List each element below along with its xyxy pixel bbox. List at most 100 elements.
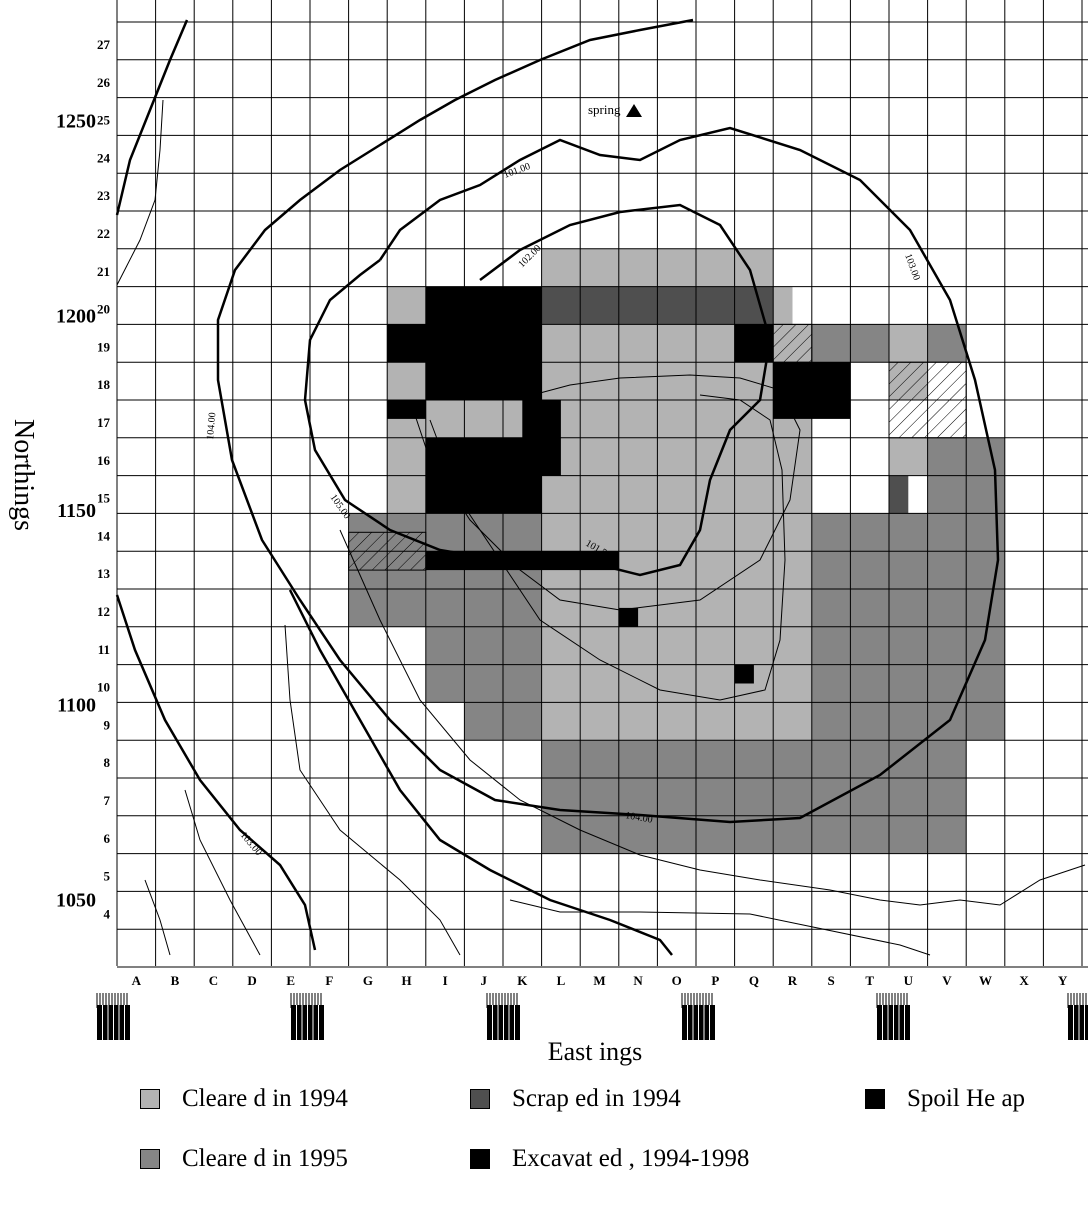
work-area-cell — [889, 324, 928, 363]
northing-value: 1150 — [57, 500, 96, 522]
legend-label: Cleare d in 1995 — [182, 1145, 348, 1172]
contour-thin-5 — [184, 789, 261, 956]
contour-thin-6 — [144, 879, 171, 956]
northing-row-number: 10 — [97, 680, 110, 695]
northing-row-number: 23 — [97, 188, 111, 203]
work-area-cell — [522, 400, 542, 438]
work-area-cell — [541, 740, 967, 854]
easting-letter-labels: A B C D E F G H I J K L M N O P Q R S T U V W X Y — [132, 973, 1068, 988]
y-axis-title: Northings — [8, 419, 39, 531]
work-area-cell — [889, 437, 928, 476]
legend-label: Spoil He ap — [907, 1085, 1026, 1112]
contour-lower-left — [115, 594, 317, 951]
northing-row-number: 13 — [97, 566, 111, 581]
scale-bar — [681, 993, 715, 1040]
work-area-cell — [773, 286, 793, 325]
spring-marker: spring — [588, 102, 642, 117]
contour-outer-ring — [216, 18, 1000, 824]
northing-row-number: 21 — [97, 264, 110, 279]
scale-bar — [1067, 993, 1088, 1040]
northing-row-labels: 27 26 25 24 23 22 21 20 19 18 17 16 15 14 13 12 11 10 9 8 7 6… — [97, 37, 111, 921]
contour-thin-3 — [339, 529, 1086, 906]
easting-letter: J — [480, 973, 487, 988]
legend-swatch — [140, 1089, 160, 1109]
northing-row-number: 16 — [97, 453, 111, 468]
northing-row-number: 15 — [97, 491, 111, 506]
easting-letter: W — [979, 973, 992, 988]
northing-value: 1050 — [56, 889, 96, 911]
contour-middle-ring — [303, 203, 772, 577]
northing-value-labels: 1250 1200 1150 1100 1050 — [56, 111, 96, 912]
easting-letter: T — [865, 973, 874, 988]
northing-row-number: 22 — [97, 226, 110, 241]
easting-letter: B — [171, 973, 180, 988]
scale-bars — [96, 993, 1088, 1040]
legend-label: Excavat ed , 1994-1998 — [512, 1145, 750, 1172]
contour-thin-4 — [284, 624, 461, 956]
contour-thin-2 — [429, 394, 786, 701]
easting-letter: D — [247, 973, 256, 988]
northing-row-number: 8 — [104, 755, 111, 770]
hatched-area — [772, 323, 813, 363]
x-axis-title: East ings — [548, 1037, 643, 1066]
legend-swatch — [470, 1089, 490, 1109]
easting-letter: U — [904, 973, 914, 988]
contour-top-left — [115, 19, 189, 216]
legend-item-spoil-heap: Spoil He ap — [865, 1085, 1025, 1113]
northing-row-number: 19 — [97, 339, 111, 354]
easting-letter: R — [788, 973, 798, 988]
northing-row-number: 7 — [104, 793, 111, 808]
easting-letter: C — [209, 973, 218, 988]
legend-item-cleared-1994: Cleare d in 1994 — [140, 1085, 348, 1113]
grid-lines — [116, 0, 1088, 968]
northing-row-number: 20 — [97, 302, 110, 317]
contour-label: 104.00 — [624, 810, 653, 826]
contour-label: 101.00 — [502, 161, 532, 181]
northing-value: 1250 — [56, 111, 96, 133]
legend-item-excavated: Excavat ed , 1994-1998 — [470, 1145, 749, 1173]
easting-letter: X — [1019, 973, 1029, 988]
work-area-cell — [387, 324, 426, 363]
easting-letter: L — [557, 973, 566, 988]
spring-label: spring — [588, 102, 621, 117]
easting-letter: Y — [1058, 973, 1068, 988]
northing-value: 1200 — [56, 305, 96, 327]
northing-row-number: 11 — [98, 642, 110, 657]
easting-letter: A — [132, 973, 142, 988]
legend-swatch — [140, 1149, 160, 1169]
easting-letter: S — [827, 973, 834, 988]
easting-letter: E — [286, 973, 295, 988]
northing-row-number: 26 — [97, 75, 111, 90]
contour-lines — [115, 18, 1086, 956]
work-area-cell — [425, 362, 465, 400]
northing-row-number: 6 — [104, 831, 111, 846]
northing-row-number: 27 — [97, 37, 111, 52]
scale-bar — [96, 993, 130, 1040]
work-area-cell — [387, 286, 426, 325]
northing-row-number: 5 — [104, 869, 111, 884]
work-area-cell — [734, 664, 754, 684]
northing-value: 1100 — [57, 695, 96, 717]
easting-letter: I — [443, 973, 448, 988]
easting-letter: Q — [749, 973, 759, 988]
scale-bar — [876, 993, 910, 1040]
northing-row-number: 25 — [97, 113, 111, 128]
legend-label: Cleare d in 1994 — [182, 1085, 348, 1112]
legend-label: Scrap ed in 1994 — [512, 1085, 681, 1112]
northing-row-number: 24 — [97, 150, 111, 165]
easting-letter: O — [672, 973, 682, 988]
contour-thin-1 — [409, 374, 801, 611]
site-grid-map: spring 101.00 102.00 103.00 104.00 105.0… — [8, 0, 1088, 1066]
contour-lower-arc — [288, 589, 673, 956]
easting-letter: F — [325, 973, 333, 988]
legend-item-cleared-1995: Cleare d in 1995 — [140, 1145, 348, 1173]
contour-label: 104.00 — [205, 412, 218, 440]
contour-thin-8 — [116, 99, 164, 286]
northing-row-number: 18 — [97, 377, 111, 392]
scale-bar — [290, 993, 324, 1040]
scale-bar — [486, 993, 520, 1040]
easting-letter: P — [711, 973, 719, 988]
northing-row-number: 17 — [97, 415, 111, 430]
easting-letter: V — [942, 973, 952, 988]
legend-swatch — [865, 1089, 885, 1109]
